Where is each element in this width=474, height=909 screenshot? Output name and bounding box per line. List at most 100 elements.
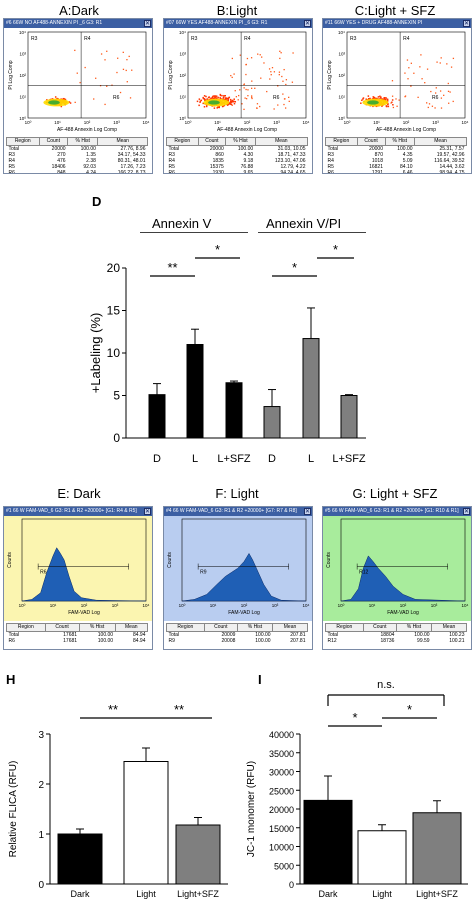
table-cell: R3 [168,152,175,158]
bar [340,395,358,439]
gate-label: R6 [432,95,439,101]
x-tick-label: 10⁰ [185,120,192,125]
event-dot [227,97,230,100]
bar [303,799,353,885]
table-cell: 19.57, 42.96 [436,152,465,158]
y-tick-label: 0 [289,880,294,890]
event-dot [95,77,97,79]
table-cell: 25.31, 7.57 [439,146,465,152]
flica-window-e: #1 66 W FAM-VAD_6 G3: R1 & R2 +20000+ [G… [3,506,153,650]
event-dot [247,89,249,91]
close-icon[interactable]: ✕ [144,508,151,515]
flow-window-b: #07 66W YES AF488-ANNEXIN PI _6 G3: R1 ✕ … [163,18,313,174]
table-row: Total 17681 100.00 84.94 [7,632,148,639]
event-dot [440,57,442,59]
event-dot [213,95,215,97]
panel-label-b: B:Light [216,3,258,18]
event-dot [229,103,232,105]
y-tick-label: 15 [107,304,121,318]
event-dot [221,94,223,97]
event-dot [228,96,231,99]
y-tick-label: 40000 [269,730,294,740]
event-dot [241,103,243,105]
event-dot [56,97,59,100]
table-cell: 31.03, 10.05 [277,146,306,152]
y-tick-label: 1 [38,830,44,841]
close-icon[interactable]: ✕ [144,20,151,27]
event-dot [369,97,371,100]
table-header-row: Region Count% Hist Mean [166,623,308,632]
event-dot [198,98,201,100]
event-dot [448,102,450,104]
event-dot [202,102,204,105]
table-cell: 476 [57,158,66,164]
event-dot [219,97,221,99]
y-tick-label: 30000 [269,768,294,778]
x-tick-label: 10¹ [373,120,380,125]
column-header: % Hist [384,137,416,146]
table-row: R6 1930 9.65 94.24, 4.65 [167,170,308,174]
column-header: % Hist [67,137,99,146]
table-row: R5 16821 84.10 14.44, 3.62 [326,164,467,170]
event-dot [68,101,71,103]
y-axis-label: JC-1 monomer (RFU) [246,761,257,857]
x-axis-label: AF-488 Annexin Log Comp [376,127,436,133]
table-cell: R5 [327,164,334,170]
event-dot [362,98,364,100]
event-dot [128,55,130,58]
event-dot [254,87,256,89]
event-dot [93,98,95,100]
x-tick-label: 10³ [431,603,438,608]
close-icon[interactable]: ✕ [304,20,311,27]
y-tick-label: 10⁰ [179,116,186,121]
event-dot [259,54,261,56]
table-cell: 123.10, 47.06 [274,158,306,164]
event-dot [283,103,285,106]
event-dot [377,96,380,98]
significance-mark: * [215,242,220,257]
event-dot [199,101,201,103]
event-dot [218,106,221,109]
column-header: Count [362,623,397,632]
x-tick-label: Light [136,889,156,899]
event-dot [391,99,394,101]
event-dot [126,59,128,61]
event-dot [436,61,438,63]
column-header: Region [166,623,205,632]
event-dot [395,98,397,100]
event-dot [203,106,206,108]
event-dot [76,72,78,74]
event-dot [231,57,233,60]
x-axis-label: FAM-VAD Log [228,610,260,616]
table-cell: 84.10 [400,164,413,170]
event-dot [281,75,283,78]
x-tick-label: 10⁴ [143,603,150,608]
event-dot [231,104,233,107]
event-dot [245,63,247,66]
histogram-f: R9 10⁰ 10¹ 10² 10³ 10⁴ FAM-VAD Log Counts [164,516,312,621]
table-cell: 17.26, 7.23 [120,164,146,170]
event-dot [398,99,400,101]
bar [186,344,204,439]
window-titlebar: #1 66 W FAM-VAD_6 G3: R1 & R2 +20000+ [G… [4,507,152,516]
event-dot [206,98,208,100]
x-tick-label: 10⁴ [303,603,310,608]
event-dot [373,96,375,99]
y-tick-label: 10² [338,73,345,78]
table-cell: 100.00 [255,638,271,644]
column-header: Mean [114,623,149,632]
event-dot [243,108,245,111]
event-dot [237,99,239,101]
event-dot [106,85,108,87]
y-tick-label: 10² [19,73,26,78]
close-icon[interactable]: ✕ [463,20,470,27]
close-icon[interactable]: ✕ [304,508,311,515]
event-dot [446,63,448,65]
table-cell: 166.22, 8.73 [117,170,146,174]
bar [175,824,221,885]
close-icon[interactable]: ✕ [463,508,470,515]
table-cell: 94.24, 4.65 [280,170,306,174]
bar [412,812,462,885]
significance-mark: * [333,242,338,257]
column-header: Count [44,623,80,632]
